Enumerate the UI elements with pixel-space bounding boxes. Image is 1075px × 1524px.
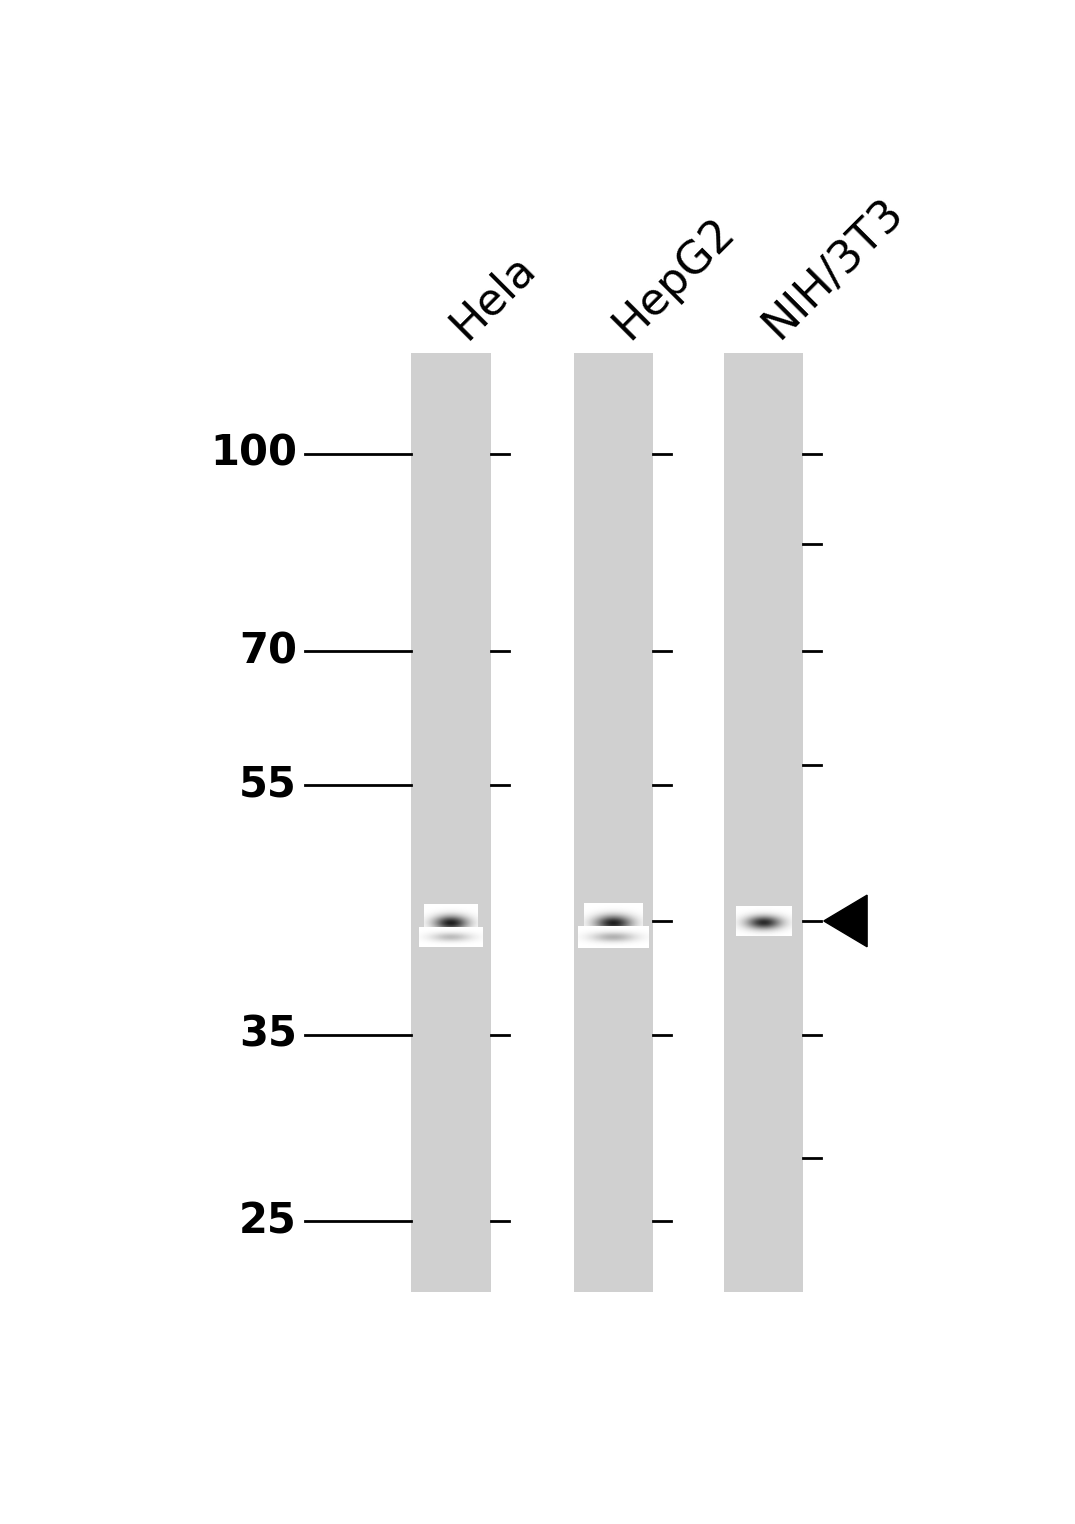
Text: 55: 55 — [239, 764, 297, 806]
Text: 25: 25 — [239, 1199, 297, 1242]
Text: 100: 100 — [210, 433, 297, 475]
Bar — [412, 354, 490, 1292]
Text: 35: 35 — [239, 1013, 297, 1056]
Polygon shape — [823, 895, 868, 946]
Text: NIH/3T3: NIH/3T3 — [755, 190, 912, 347]
Bar — [574, 354, 653, 1292]
Text: HepG2: HepG2 — [605, 209, 743, 347]
Text: Hela: Hela — [443, 245, 544, 347]
Text: 70: 70 — [239, 631, 297, 672]
Bar — [723, 354, 803, 1292]
